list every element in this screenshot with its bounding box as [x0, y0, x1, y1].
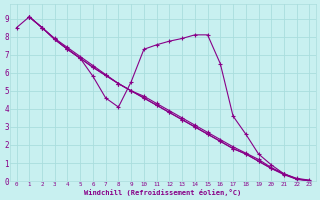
X-axis label: Windchill (Refroidissement éolien,°C): Windchill (Refroidissement éolien,°C) — [84, 189, 242, 196]
